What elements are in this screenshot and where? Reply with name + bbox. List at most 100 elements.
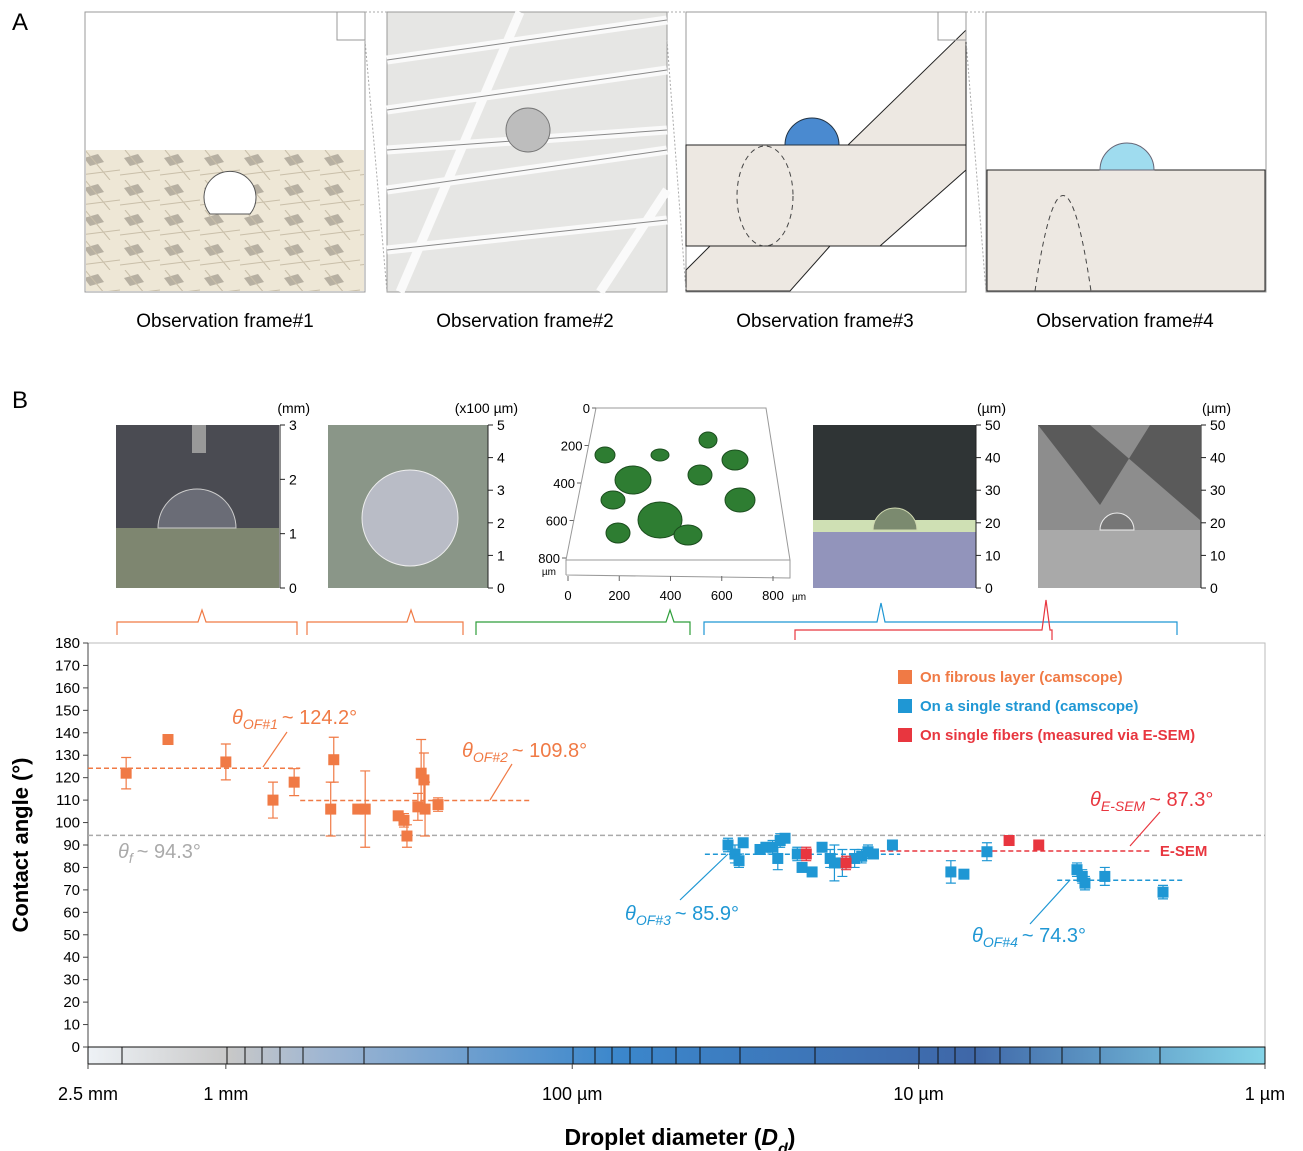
y-tick-label: 20 — [63, 994, 80, 1011]
annotation-subscript: E-SEM — [1101, 798, 1146, 814]
y-tick-label: 180 — [55, 635, 80, 652]
annotation-symbol: θ — [1090, 789, 1101, 811]
inset-tick-label: 20 — [985, 515, 1001, 531]
inset-tick-label: 400 — [553, 476, 575, 491]
x-tick-label: 2.5 mm — [58, 1084, 118, 1104]
inset-tick-label: 200 — [561, 439, 583, 454]
inset-tick-label: 800 — [762, 588, 784, 603]
point — [398, 815, 409, 826]
inset-tick-label: 0 — [564, 588, 571, 603]
inset-tick-label: 400 — [660, 588, 682, 603]
point — [220, 756, 231, 767]
y-tick-label: 170 — [55, 657, 80, 674]
point — [418, 774, 429, 785]
y-tick-label: 10 — [63, 1017, 80, 1034]
point — [1079, 878, 1090, 889]
annotation-leader — [490, 764, 512, 800]
inset-tick-label: 2 — [497, 515, 505, 531]
annotation-subscript: OF#3 — [636, 912, 671, 928]
point — [1033, 840, 1044, 851]
annotation: θf~ 94.3° — [118, 841, 201, 866]
point — [1004, 835, 1015, 846]
inset-tick-label: 1 — [289, 526, 297, 542]
y-tick-label: 80 — [63, 859, 80, 876]
annotation-leader — [680, 854, 728, 900]
frame-caption: Observation frame#2 — [436, 311, 613, 332]
y-tick-label: 100 — [55, 815, 80, 832]
annotation-value: ~ 109.8° — [512, 740, 587, 762]
point — [797, 862, 808, 873]
fiber — [987, 170, 1265, 291]
annotation-subscript: OF#4 — [983, 934, 1018, 950]
annotation-symbol: θ — [625, 903, 636, 925]
point — [868, 848, 879, 859]
x-tick-label: 1 mm — [203, 1084, 248, 1104]
point — [887, 840, 898, 851]
inset-unit: µm — [542, 567, 556, 578]
x-axis-title-part: D — [761, 1124, 778, 1150]
annotation: θOF#2~ 109.8° — [462, 740, 587, 765]
point — [433, 799, 444, 810]
annotation-subscript: OF#1 — [243, 716, 278, 732]
x-axis-title: Droplet diameter (Dd) — [565, 1124, 796, 1151]
panel-a: A Observation frame#1 Observation frame#… — [12, 9, 1266, 332]
inset-unit: µm — [792, 592, 806, 603]
x-axis-title-part: Droplet diameter ( — [565, 1124, 762, 1150]
inset-tick-label: 800 — [538, 551, 560, 566]
y-tick-label: 110 — [56, 792, 80, 809]
point — [780, 833, 791, 844]
point — [325, 804, 336, 815]
panel-label: A — [12, 9, 28, 36]
fiber — [1038, 530, 1201, 588]
inset-tick-label: 3 — [289, 417, 297, 433]
annotation-value: ~ 87.3° — [1149, 789, 1213, 811]
inset-tick-label: 4 — [497, 450, 505, 466]
annotation-value: ~ 94.3° — [137, 841, 201, 863]
annotation-symbol: θ — [462, 740, 473, 762]
y-tick-label: 160 — [55, 680, 80, 697]
legend-swatch — [898, 728, 912, 742]
legend-label: On fibrous layer (camscope) — [920, 669, 1123, 686]
inset-tick-label: 50 — [985, 417, 1001, 433]
point — [360, 804, 371, 815]
y-tick-label: 30 — [63, 972, 80, 989]
frame-caption: Observation frame#4 — [1036, 311, 1214, 332]
annotation-subscript: f — [129, 850, 135, 866]
point — [401, 831, 412, 842]
legend-label: On a single strand (camscope) — [920, 698, 1138, 715]
annotation-value: ~ 85.9° — [675, 903, 739, 925]
x-tick-label: 10 µm — [893, 1084, 943, 1104]
point — [328, 754, 339, 765]
inset-3d — [566, 408, 790, 578]
inset-tick-label: 30 — [1210, 482, 1226, 498]
legend-swatch — [898, 670, 912, 684]
point — [162, 734, 173, 745]
annotation-symbol: θ — [118, 841, 129, 863]
x-axis-title-part: ) — [788, 1124, 796, 1150]
figure: A Observation frame#1 Observation frame#… — [0, 0, 1303, 1151]
annotation-symbol: θ — [972, 925, 983, 947]
y-tick-label: 70 — [63, 882, 80, 899]
inset-tick-label: 10 — [1210, 547, 1226, 563]
inset-unit: (µm) — [1202, 400, 1231, 416]
y-tick-label: 90 — [63, 837, 80, 854]
annotation-value: ~ 124.2° — [282, 707, 357, 729]
point — [958, 869, 969, 880]
annotation-subscript: OF#2 — [473, 749, 508, 765]
annotation: θOF#4~ 74.3° — [972, 925, 1086, 950]
inset-unit: (mm) — [277, 400, 310, 416]
inset-tick-label: 0 — [1210, 580, 1218, 596]
inset-unit: (x100 µm) — [455, 400, 518, 416]
inset-tick-label: 10 — [985, 547, 1001, 563]
point — [1158, 887, 1169, 898]
point — [801, 848, 812, 859]
inset-tick-label: 3 — [497, 482, 505, 498]
inset-tick-label: 50 — [1210, 417, 1226, 433]
point — [772, 853, 783, 864]
annotation-value: ~ 74.3° — [1022, 925, 1086, 947]
inset-tick-label: 40 — [1210, 450, 1226, 466]
panel-b-images: B — [12, 387, 1201, 588]
point — [1099, 871, 1110, 882]
annotation: θE-SEM~ 87.3° — [1090, 789, 1213, 814]
droplet — [506, 108, 550, 152]
